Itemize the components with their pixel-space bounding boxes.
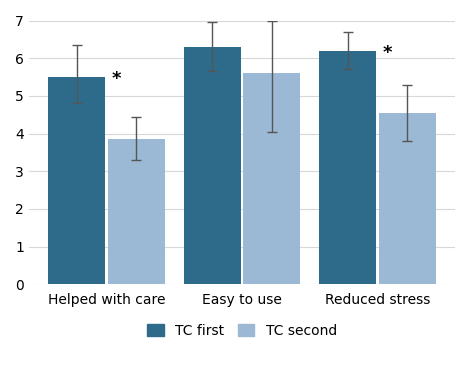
Bar bbox=[243, 73, 300, 284]
Bar bbox=[319, 51, 376, 284]
Bar bbox=[184, 47, 241, 284]
Legend: TC first, TC second: TC first, TC second bbox=[141, 318, 342, 343]
Bar bbox=[379, 113, 436, 284]
Text: *: * bbox=[383, 43, 392, 61]
Bar bbox=[108, 139, 164, 284]
Text: *: * bbox=[112, 70, 121, 88]
Bar bbox=[48, 77, 105, 284]
